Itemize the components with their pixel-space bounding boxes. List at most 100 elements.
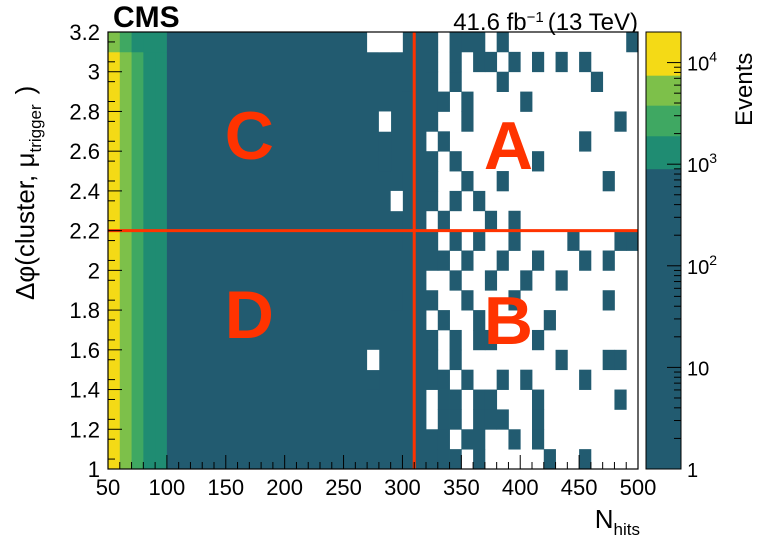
colorbar-tick-label: 1	[687, 460, 698, 482]
heatmap-bin	[426, 71, 439, 92]
x-tick-label: 50	[96, 475, 120, 500]
heatmap-bin	[131, 32, 144, 53]
heatmap-bin	[543, 449, 556, 469]
heatmap-bin	[449, 409, 462, 430]
x-tick-label: 200	[266, 475, 303, 500]
heatmap-bin	[508, 230, 521, 251]
heatmap-bin	[579, 449, 592, 469]
colorbar-tick-label: 10	[687, 358, 709, 380]
heatmap-bin	[437, 429, 450, 450]
heatmap-bin	[532, 250, 545, 271]
heatmap-bin	[602, 171, 615, 192]
heatmap-bin	[496, 369, 509, 390]
heatmap-bin	[461, 250, 474, 271]
selection-lines	[108, 32, 638, 469]
heatmap-bin	[449, 389, 462, 410]
heatmap-bin	[449, 71, 462, 92]
heatmap-bin	[532, 409, 545, 430]
heatmap-bin	[532, 51, 545, 73]
heatmap-bin	[390, 290, 403, 311]
y-tick-label: 1.4	[69, 378, 100, 403]
heatmap-bin	[426, 91, 439, 112]
heatmap-bin	[378, 151, 392, 172]
heatmap-bin	[461, 91, 474, 112]
heatmap-bin	[449, 230, 462, 251]
heatmap-bin	[426, 349, 439, 371]
heatmap-bin	[520, 369, 533, 390]
y-tick-label: 3.2	[69, 20, 100, 45]
heatmap-bin	[437, 449, 450, 469]
y-axis-title-close: )	[10, 86, 40, 95]
heatmap-bin	[484, 389, 498, 410]
colorbar-title: Events	[731, 53, 758, 126]
plot-area	[108, 32, 638, 469]
x-tick-label: 400	[502, 475, 539, 500]
region-label-d: D	[225, 277, 274, 353]
heatmap-bin	[602, 290, 615, 311]
heatmap-bin	[473, 190, 486, 212]
heatmap-bin	[437, 409, 450, 430]
heatmap-bin	[426, 329, 439, 351]
heatmap-bin	[143, 51, 156, 469]
heatmap-bin	[426, 51, 439, 73]
heatmap-bin	[484, 329, 498, 351]
heatmap-bin	[520, 91, 533, 112]
colorbar-level	[646, 105, 681, 137]
heatmap-bin	[449, 190, 462, 212]
heatmap-bin	[426, 32, 439, 53]
heatmap-bin	[426, 290, 439, 311]
heatmap-bin	[390, 210, 403, 232]
heatmap-bin	[119, 32, 132, 53]
heatmap-bin	[473, 449, 486, 469]
heatmap-bin	[473, 310, 486, 331]
heatmap-bin	[473, 230, 486, 251]
region-label-b: B	[484, 283, 533, 359]
heatmap-bin	[532, 329, 545, 351]
heatmap-bin	[532, 151, 545, 172]
y-axis-title-subscript: trigger	[26, 104, 45, 153]
heatmap-bin	[496, 32, 509, 53]
heatmap-bin	[543, 310, 556, 331]
heatmap-bin	[532, 389, 545, 410]
heatmap-cells	[108, 32, 638, 469]
y-tick-label: 2	[88, 258, 100, 283]
heatmap-bin	[426, 171, 439, 192]
heatmap-bin	[508, 210, 521, 232]
heatmap-bin	[449, 270, 462, 291]
colorbar	[645, 31, 682, 470]
x-tick-label: 350	[443, 475, 480, 500]
heatmap-bin	[520, 270, 533, 291]
heatmap-bin	[614, 111, 627, 132]
heatmap-bin	[579, 51, 592, 73]
heatmap-bin	[508, 429, 521, 450]
heatmap-bin	[437, 131, 450, 152]
heatmap-bin	[131, 51, 144, 469]
heatmap-bin	[532, 429, 545, 450]
heatmap-bin	[508, 290, 521, 311]
heatmap-bin	[437, 310, 450, 331]
heatmap-bin	[402, 32, 415, 53]
region-labels: C A D B	[225, 98, 533, 359]
heatmap-bin	[473, 329, 486, 351]
heatmap-bin	[461, 32, 474, 53]
heatmap-bin	[602, 250, 615, 271]
heatmap-bin	[473, 32, 486, 53]
heatmap-bin	[614, 349, 627, 371]
heatmap-bin	[626, 32, 638, 53]
region-label-a: A	[484, 108, 533, 184]
heatmap-bin	[426, 429, 439, 450]
heatmap-bin	[579, 131, 592, 152]
heatmap-bin	[402, 71, 415, 92]
x-tick-label: 500	[620, 475, 657, 500]
heatmap-bin	[166, 51, 415, 469]
heatmap-bin	[461, 171, 474, 192]
colorbar-axis: 1 10 102 103 104	[667, 31, 717, 482]
heatmap-bin	[473, 409, 486, 430]
heatmap-bin	[449, 32, 462, 53]
heatmap-bin	[555, 51, 568, 73]
heatmap-bin	[484, 409, 498, 430]
heatmap-bin	[119, 51, 132, 469]
heatmap-bin	[426, 369, 439, 390]
colorbar-tick-label: 104	[687, 49, 717, 76]
y-tick-label: 3	[88, 60, 100, 85]
